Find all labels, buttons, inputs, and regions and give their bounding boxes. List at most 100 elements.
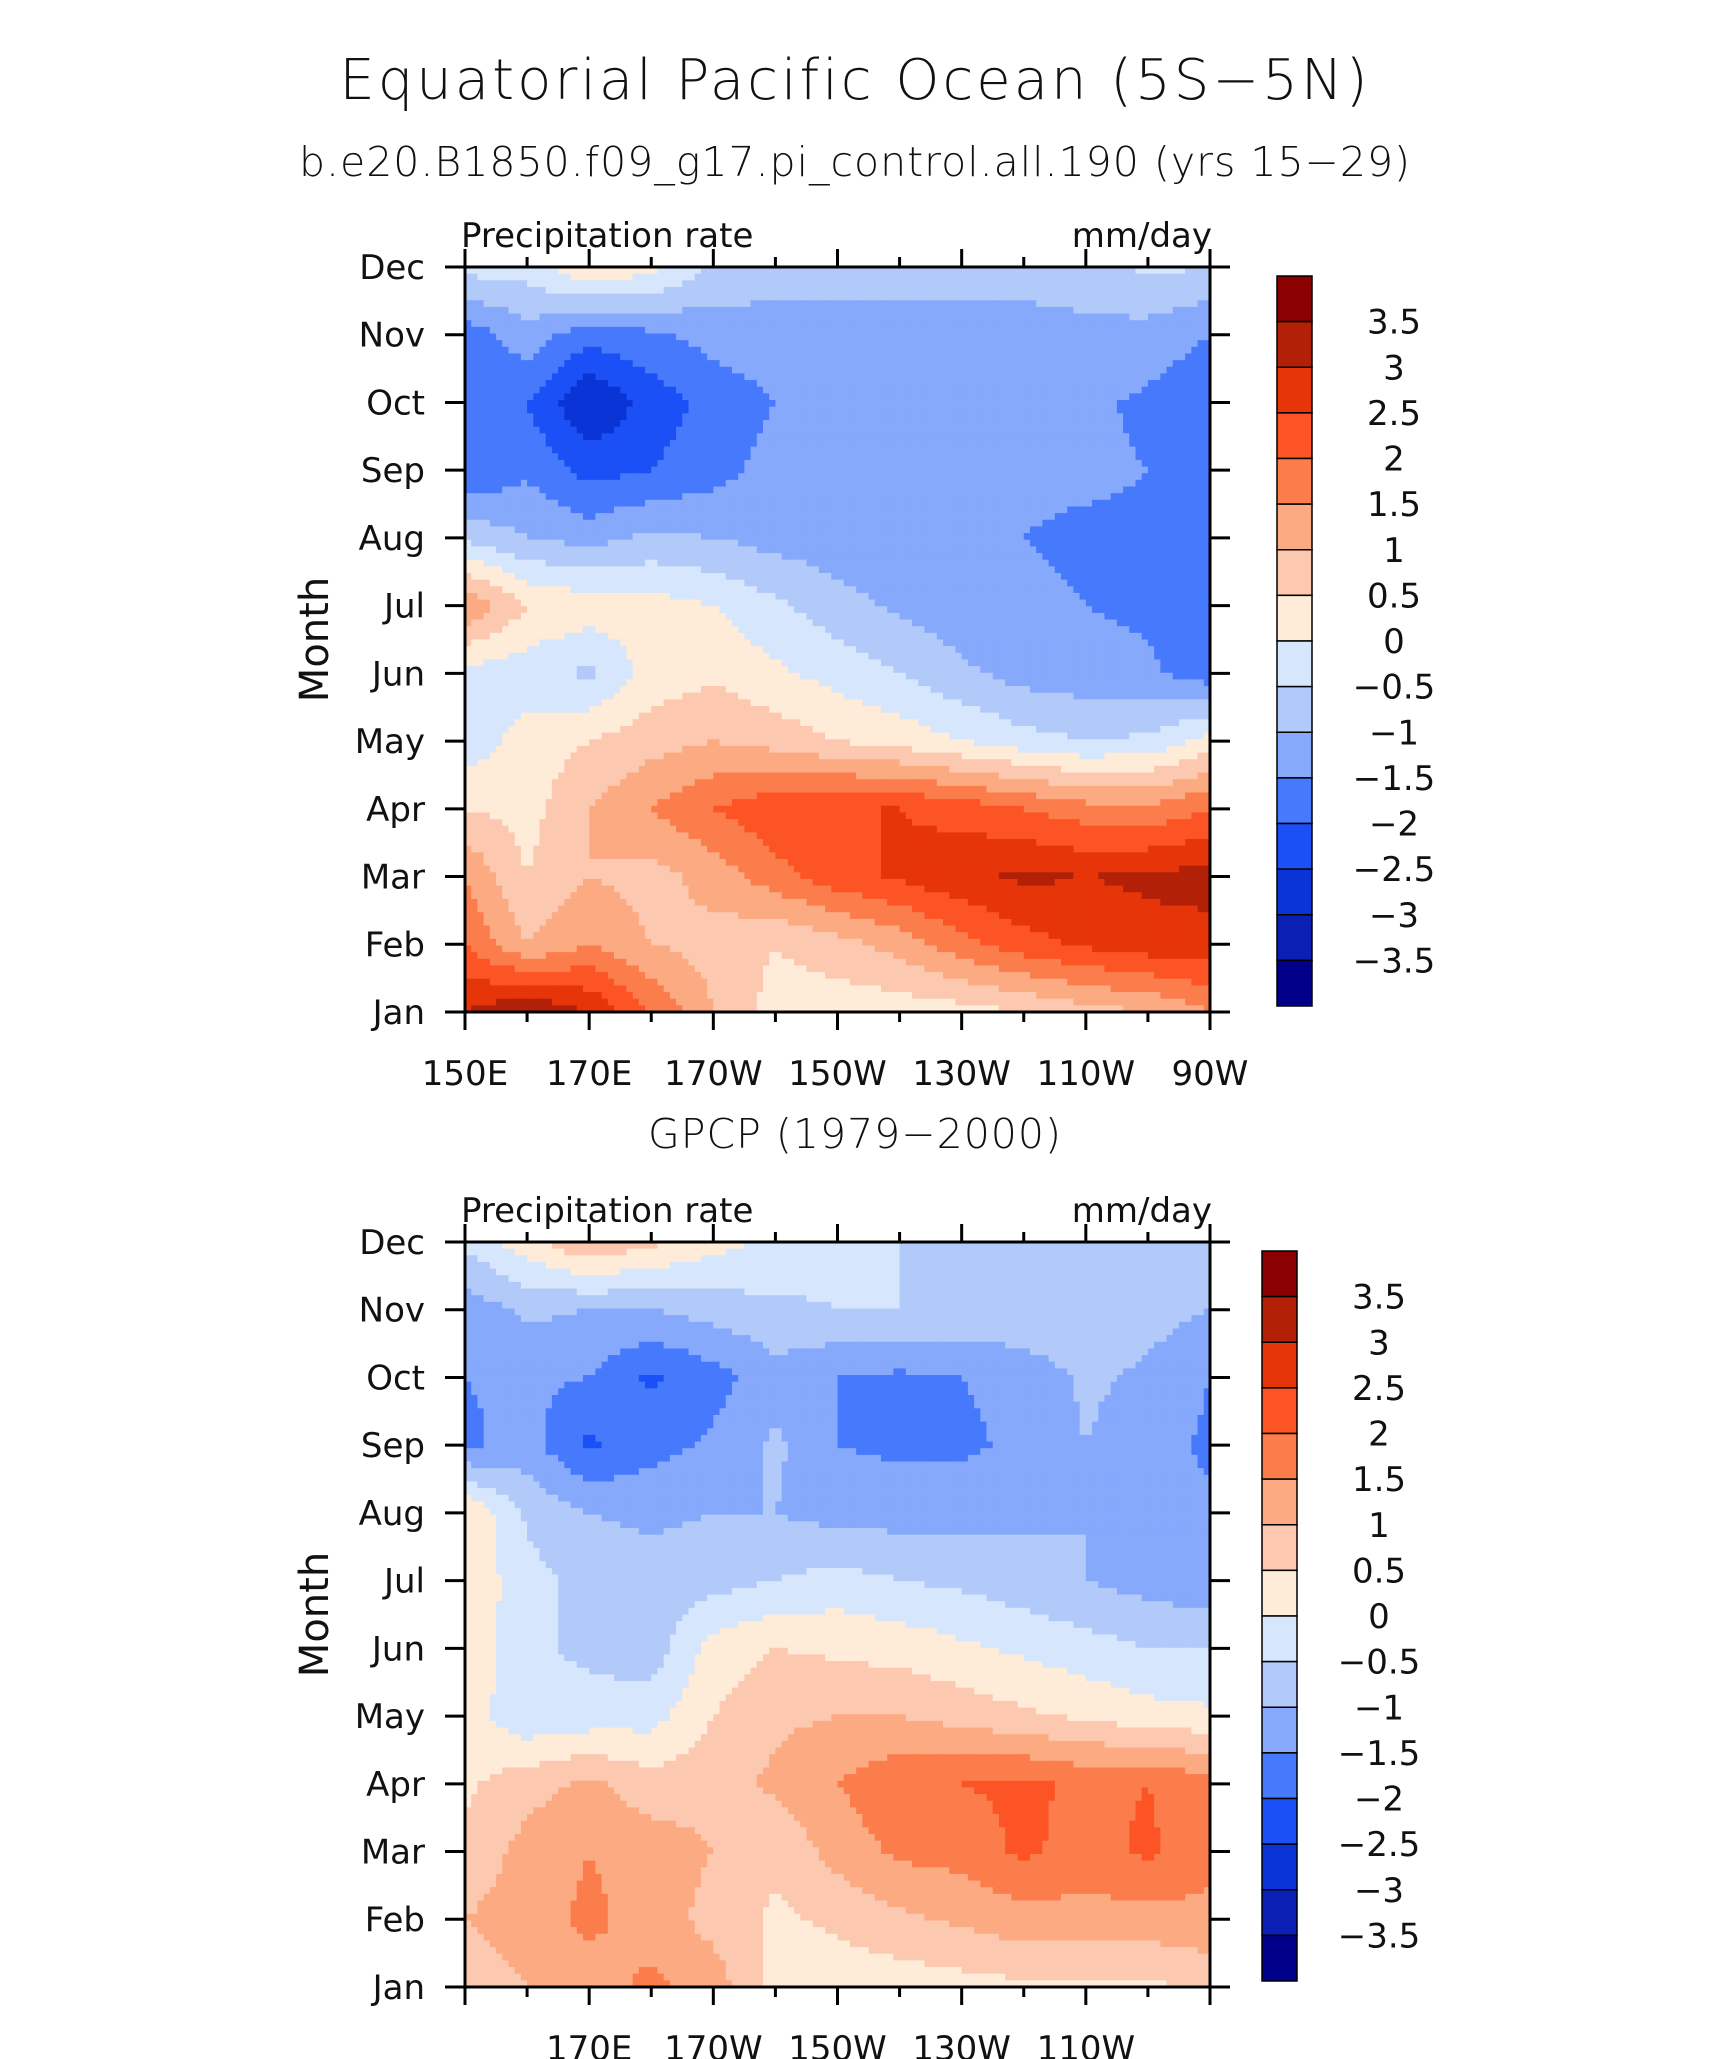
contour-cell bbox=[1154, 499, 1161, 508]
contour-cell bbox=[514, 386, 522, 394]
contour-cell bbox=[589, 439, 596, 448]
contour-cell bbox=[1110, 493, 1118, 501]
contour-cell bbox=[998, 439, 1006, 448]
contour-cell bbox=[1011, 439, 1019, 448]
contour-cell bbox=[1011, 300, 1019, 308]
contour-cell bbox=[775, 426, 783, 434]
contour-cell bbox=[669, 499, 677, 508]
contour-cell bbox=[1042, 446, 1050, 454]
contour-cell bbox=[806, 526, 814, 534]
contour-cell bbox=[533, 533, 541, 541]
contour-cell bbox=[1011, 293, 1019, 301]
contour-cell bbox=[614, 373, 621, 381]
contour-cell bbox=[905, 386, 913, 394]
contour-cell bbox=[998, 360, 1006, 368]
contour-cell bbox=[856, 360, 863, 368]
contour-cell bbox=[607, 419, 615, 428]
contour-cell bbox=[818, 333, 826, 341]
contour-cell bbox=[713, 406, 721, 414]
contour-cell bbox=[880, 453, 888, 461]
contour-cell bbox=[527, 439, 534, 448]
contour-cell bbox=[812, 486, 820, 494]
contour-cell bbox=[632, 340, 640, 348]
contour-cell bbox=[614, 273, 621, 281]
contour-cell bbox=[638, 346, 646, 355]
contour-cell bbox=[576, 526, 584, 534]
contour-cell bbox=[582, 360, 590, 368]
contour-cell bbox=[465, 453, 472, 461]
contour-cell bbox=[607, 400, 615, 408]
contour-cell bbox=[1154, 439, 1161, 448]
contour-cell bbox=[1085, 386, 1093, 394]
contour-cell bbox=[974, 360, 981, 368]
contour-cell bbox=[527, 286, 534, 295]
contour-cell bbox=[868, 400, 876, 408]
contour-cell bbox=[1048, 519, 1056, 528]
contour-cell bbox=[1116, 439, 1124, 448]
contour-cell bbox=[614, 486, 621, 494]
contour-cell bbox=[781, 340, 789, 348]
contour-cell bbox=[756, 453, 764, 461]
contour-cell bbox=[508, 413, 516, 421]
contour-cell bbox=[1191, 419, 1199, 428]
contour-cell bbox=[465, 486, 472, 494]
contour-cell bbox=[874, 393, 882, 401]
contour-cell bbox=[1110, 280, 1118, 288]
contour-cell bbox=[713, 280, 721, 288]
contour-cell bbox=[831, 386, 839, 394]
contour-cell bbox=[731, 406, 739, 414]
contour-cell bbox=[1160, 373, 1168, 381]
contour-cell bbox=[496, 320, 503, 328]
contour-cell bbox=[998, 373, 1006, 381]
contour-cell bbox=[1048, 466, 1056, 474]
contour-cell bbox=[713, 346, 721, 355]
contour-cell bbox=[1017, 433, 1025, 441]
contour-cell bbox=[632, 353, 640, 361]
contour-cell bbox=[980, 439, 988, 448]
contour-cell bbox=[471, 293, 479, 301]
contour-cell bbox=[527, 533, 534, 541]
contour-cell bbox=[632, 526, 640, 534]
contour-cell bbox=[787, 340, 795, 348]
contour-cell bbox=[756, 446, 764, 454]
contour-cell bbox=[731, 433, 739, 441]
contour-cell bbox=[837, 433, 845, 441]
contour-cell bbox=[812, 360, 820, 368]
contour-cell bbox=[905, 473, 913, 481]
contour-cell bbox=[1123, 446, 1130, 454]
contour-cell bbox=[763, 300, 770, 308]
contour-cell bbox=[893, 493, 901, 501]
contour-cell bbox=[750, 499, 758, 508]
contour-cell bbox=[1104, 373, 1112, 381]
contour-cell bbox=[645, 313, 652, 321]
contour-cell bbox=[483, 479, 491, 488]
contour-cell bbox=[570, 360, 578, 368]
contour-cell bbox=[980, 300, 988, 308]
contour-cell bbox=[545, 326, 553, 335]
contour-cell bbox=[1166, 479, 1174, 488]
contour-cell bbox=[1123, 393, 1130, 401]
contour-cell bbox=[471, 446, 479, 454]
contour-cell bbox=[794, 419, 801, 428]
contour-cell bbox=[787, 493, 795, 501]
contour-cell bbox=[682, 393, 690, 401]
contour-cell bbox=[713, 293, 721, 301]
contour-cell bbox=[1005, 526, 1012, 534]
contour-cell bbox=[582, 486, 590, 494]
contour-cell bbox=[775, 446, 783, 454]
contour-cell bbox=[961, 267, 969, 275]
contour-cell bbox=[899, 439, 907, 448]
contour-cell bbox=[564, 267, 572, 275]
contour-cell bbox=[719, 267, 727, 275]
contour-cell bbox=[893, 346, 901, 355]
contour-cell bbox=[1061, 386, 1068, 394]
contour-cell bbox=[1154, 360, 1161, 368]
contour-cell bbox=[694, 380, 702, 388]
contour-cell bbox=[1079, 353, 1087, 361]
contour-cell bbox=[645, 286, 652, 295]
contour-cell bbox=[663, 513, 671, 521]
contour-cell bbox=[1036, 320, 1043, 328]
contour-cell bbox=[918, 533, 926, 541]
contour-cell bbox=[1166, 499, 1174, 508]
contour-cell bbox=[651, 439, 659, 448]
